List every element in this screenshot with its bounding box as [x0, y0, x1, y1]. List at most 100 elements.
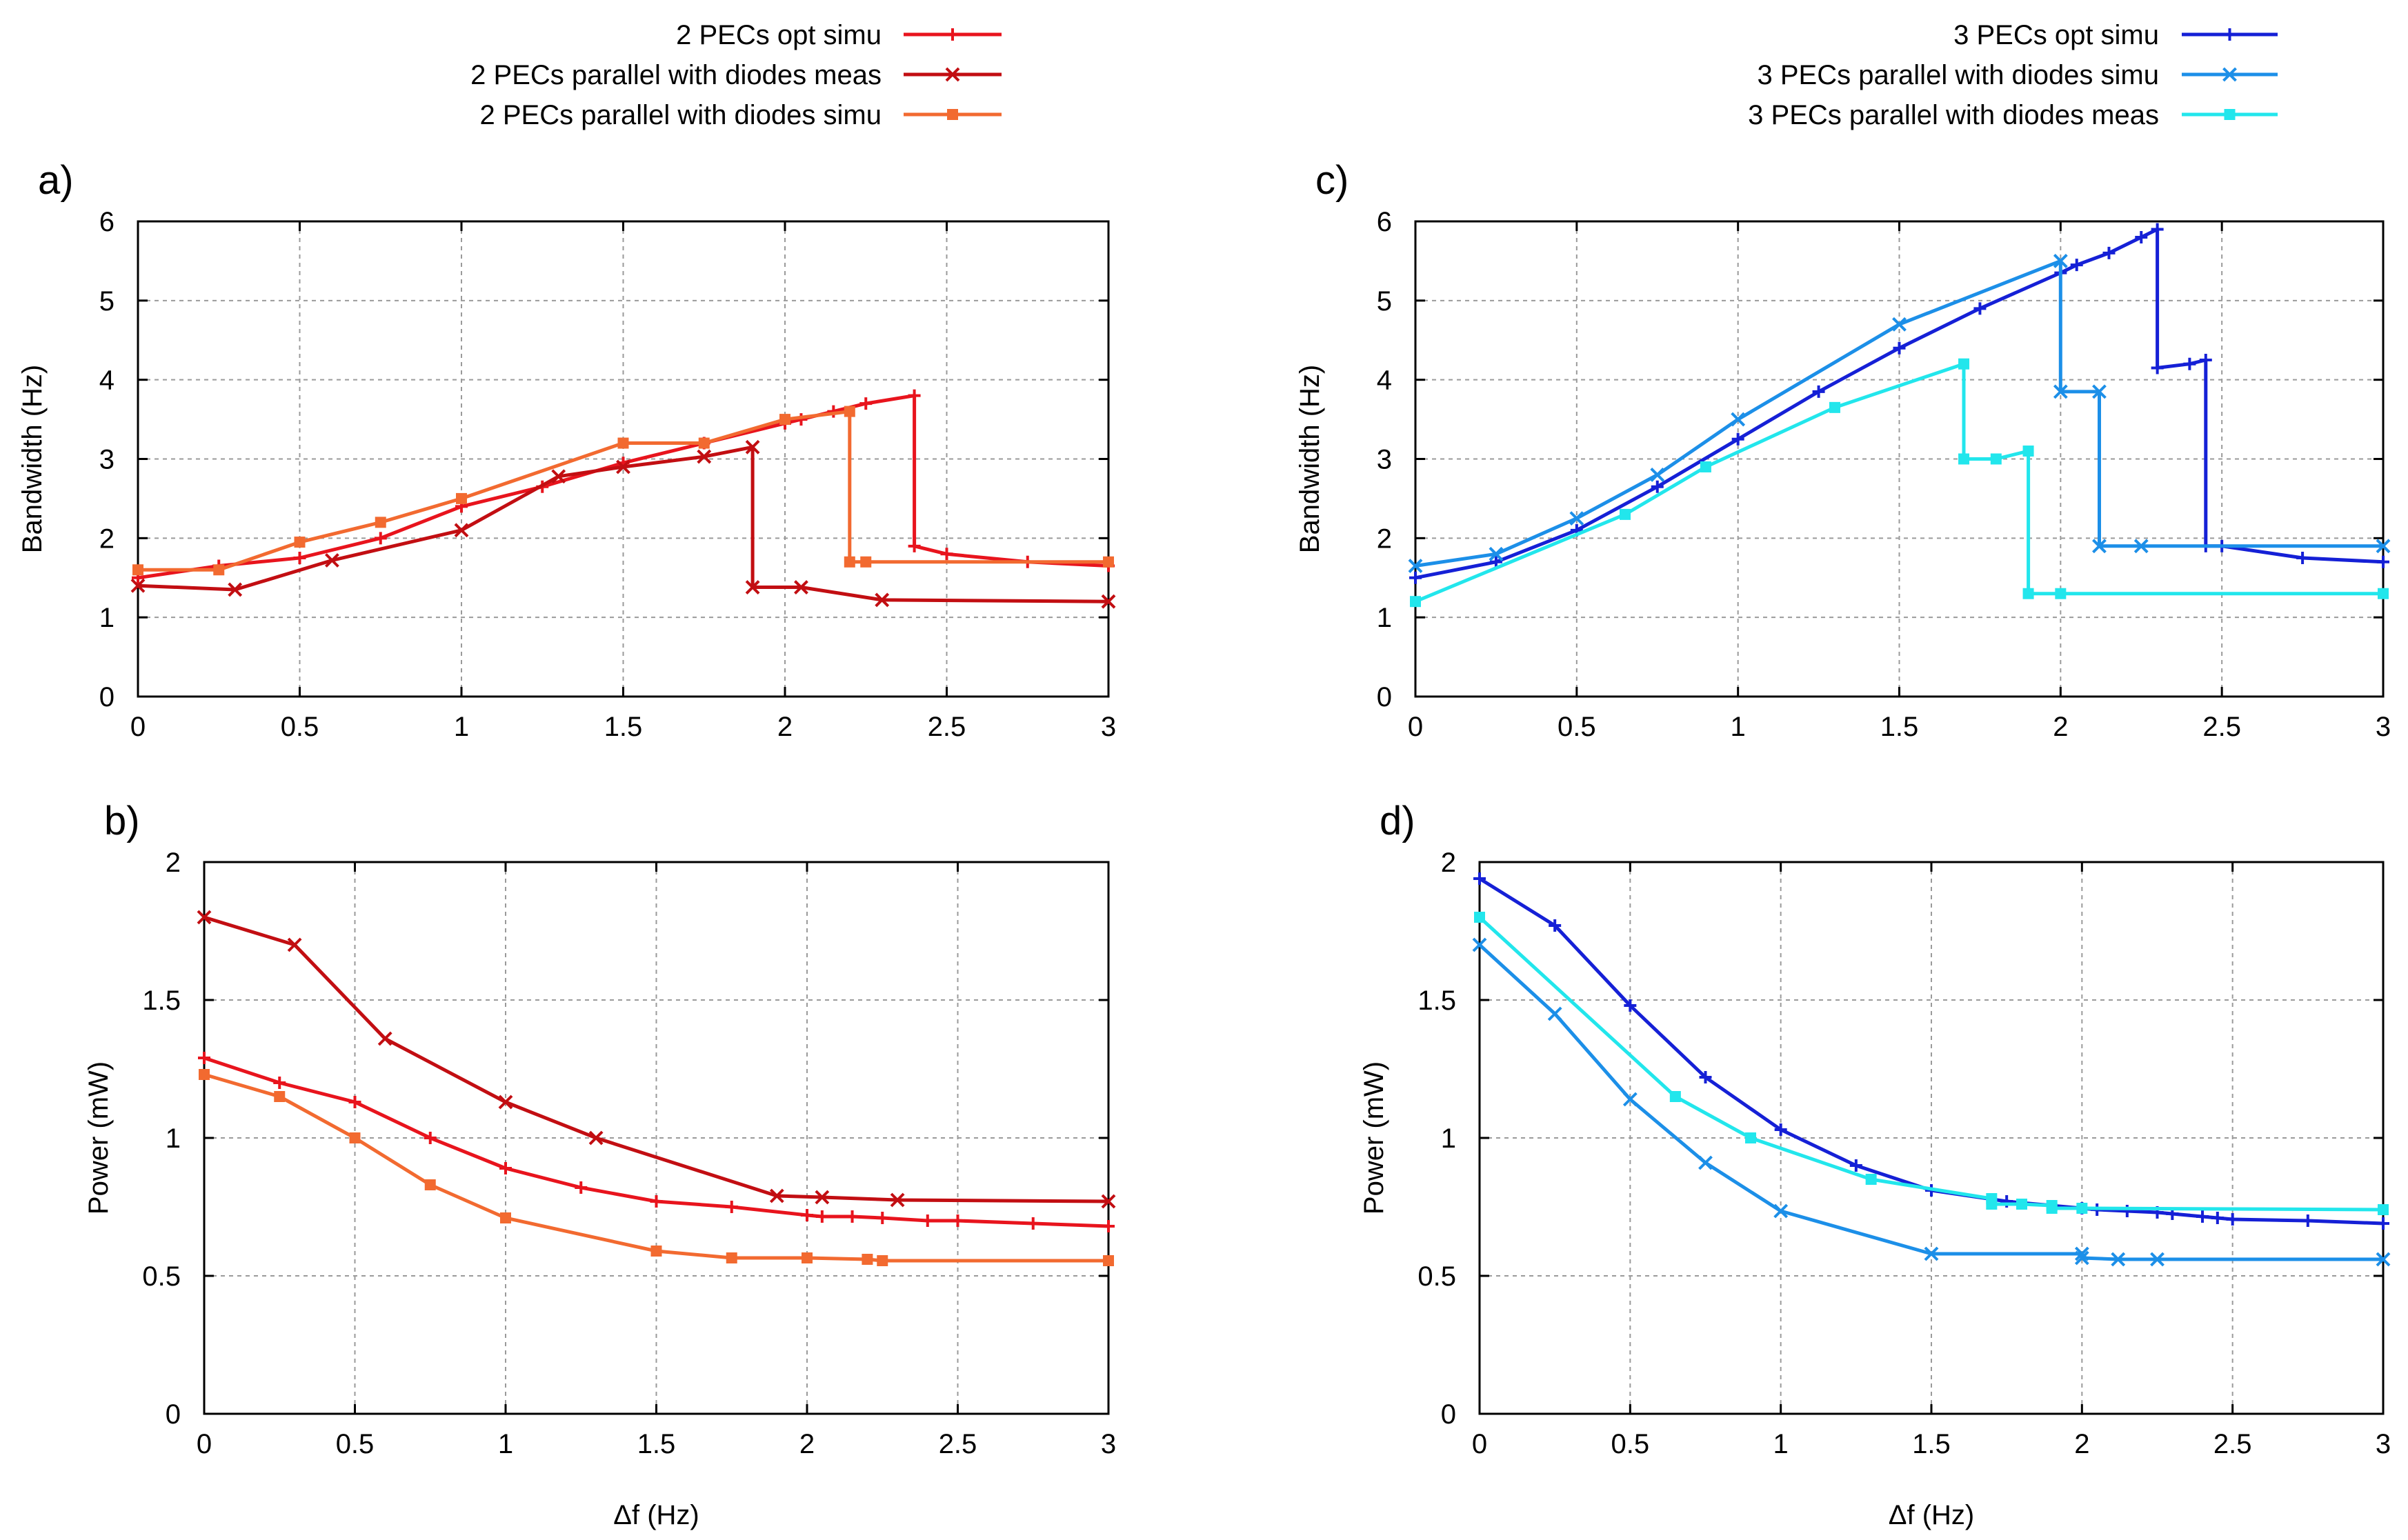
y-tick-label: 0.5	[142, 1261, 181, 1292]
series-line	[137, 445, 1109, 603]
x-tick-label: 0	[1408, 712, 1423, 742]
data-point	[1026, 1217, 1039, 1230]
data-point	[1986, 1199, 1998, 1210]
y-tick-label: 3	[1377, 445, 1392, 475]
y-tick-label: 0	[166, 1399, 181, 1430]
data-point	[375, 517, 386, 528]
y-axis-title: Power (mW)	[83, 1061, 114, 1214]
data-point	[2111, 1252, 2126, 1267]
y-tick-label: 5	[1377, 286, 1392, 317]
data-point	[1699, 1071, 1712, 1083]
data-point	[890, 1192, 905, 1208]
data-point	[1619, 508, 1631, 520]
data-point	[1958, 453, 1970, 465]
data-point	[551, 469, 566, 484]
y-axis-title: Power (mW)	[1359, 1061, 1389, 1214]
data-point	[293, 552, 306, 565]
series-line	[203, 1056, 1109, 1228]
x-tick-label: 0	[197, 1429, 212, 1459]
y-tick-label: 4	[1377, 366, 1392, 396]
data-point	[875, 592, 890, 608]
data-point	[726, 1252, 737, 1263]
data-point	[2376, 1252, 2391, 1267]
data-point	[2046, 1203, 2058, 1214]
data-point	[1103, 556, 1114, 568]
data-point	[2016, 1199, 2027, 1210]
series-1	[130, 439, 1116, 609]
data-point	[588, 1130, 604, 1146]
data-point	[2053, 384, 2068, 399]
data-point	[908, 539, 921, 552]
data-point	[616, 459, 630, 474]
data-point	[908, 389, 921, 402]
y-tick-label: 0.5	[1417, 1261, 1456, 1292]
data-point	[2092, 384, 2107, 399]
y-tick-label: 6	[1377, 207, 1392, 237]
x-tick-label: 2	[799, 1429, 815, 1459]
data-point	[940, 548, 953, 561]
series-line	[1415, 259, 2383, 568]
data-point	[1547, 1006, 1562, 1021]
data-point	[815, 1190, 830, 1205]
data-point	[844, 406, 855, 417]
data-point	[2211, 1212, 2224, 1224]
data-point	[1700, 461, 1711, 472]
x-tick-label: 2.5	[928, 712, 966, 742]
series-1	[197, 910, 1116, 1209]
data-point	[198, 1052, 210, 1064]
x-tick-label: 1.5	[1880, 712, 1919, 742]
legend-swatch-marker	[945, 67, 960, 82]
x-tick-label: 0	[1472, 1429, 1487, 1459]
data-point	[424, 1132, 437, 1144]
data-point	[698, 437, 710, 449]
data-point	[876, 1212, 889, 1224]
data-point	[2092, 539, 2107, 554]
y-tick-label: 5	[99, 286, 115, 317]
data-point	[2377, 555, 2389, 568]
data-point	[1489, 555, 1502, 568]
y-tick-label: 2	[166, 848, 181, 878]
data-point	[2070, 259, 2083, 272]
data-point	[287, 937, 302, 952]
data-point	[862, 1254, 873, 1265]
data-point	[1745, 1132, 1756, 1143]
legend-label: 2 PECs opt simu	[676, 20, 882, 50]
x-tick-label: 1.5	[637, 1429, 676, 1459]
y-tick-label: 2	[1377, 523, 1392, 554]
data-point	[2022, 588, 2034, 599]
panel-label: a)	[38, 158, 74, 203]
data-point	[2151, 361, 2164, 374]
data-point	[846, 1210, 859, 1223]
x-tick-label: 1	[454, 712, 469, 742]
y-axis-title: Bandwidth (Hz)	[1295, 365, 1325, 553]
x-tick-label: 3	[2376, 712, 2391, 742]
legend-swatch-marker	[2222, 67, 2237, 82]
data-point	[1101, 1194, 1116, 1209]
data-point	[2076, 1203, 2088, 1214]
legend-swatch-marker	[947, 109, 958, 120]
data-point	[499, 1162, 512, 1174]
legend-label: 3 PECs opt simu	[1953, 20, 2159, 50]
legend-label: 2 PECs parallel with diodes simu	[480, 100, 882, 130]
series-line	[1415, 362, 2383, 603]
y-tick-label: 2	[99, 523, 115, 554]
data-point	[374, 532, 387, 545]
data-point	[1812, 385, 1825, 398]
x-tick-label: 1	[498, 1429, 513, 1459]
data-point	[1990, 453, 2002, 465]
data-point	[745, 580, 760, 594]
panel-label: b)	[104, 799, 140, 843]
data-point	[2053, 254, 2068, 268]
data-point	[1731, 432, 1744, 446]
data-point	[132, 564, 143, 576]
data-point	[349, 1132, 361, 1143]
data-point	[228, 582, 243, 597]
panel-label: d)	[1380, 799, 1415, 843]
data-point	[2378, 1204, 2389, 1215]
data-point	[844, 556, 855, 568]
series-2	[199, 1069, 1114, 1266]
series-2	[1410, 358, 2389, 608]
data-point	[1731, 412, 1746, 427]
data-point	[1669, 1091, 1681, 1102]
